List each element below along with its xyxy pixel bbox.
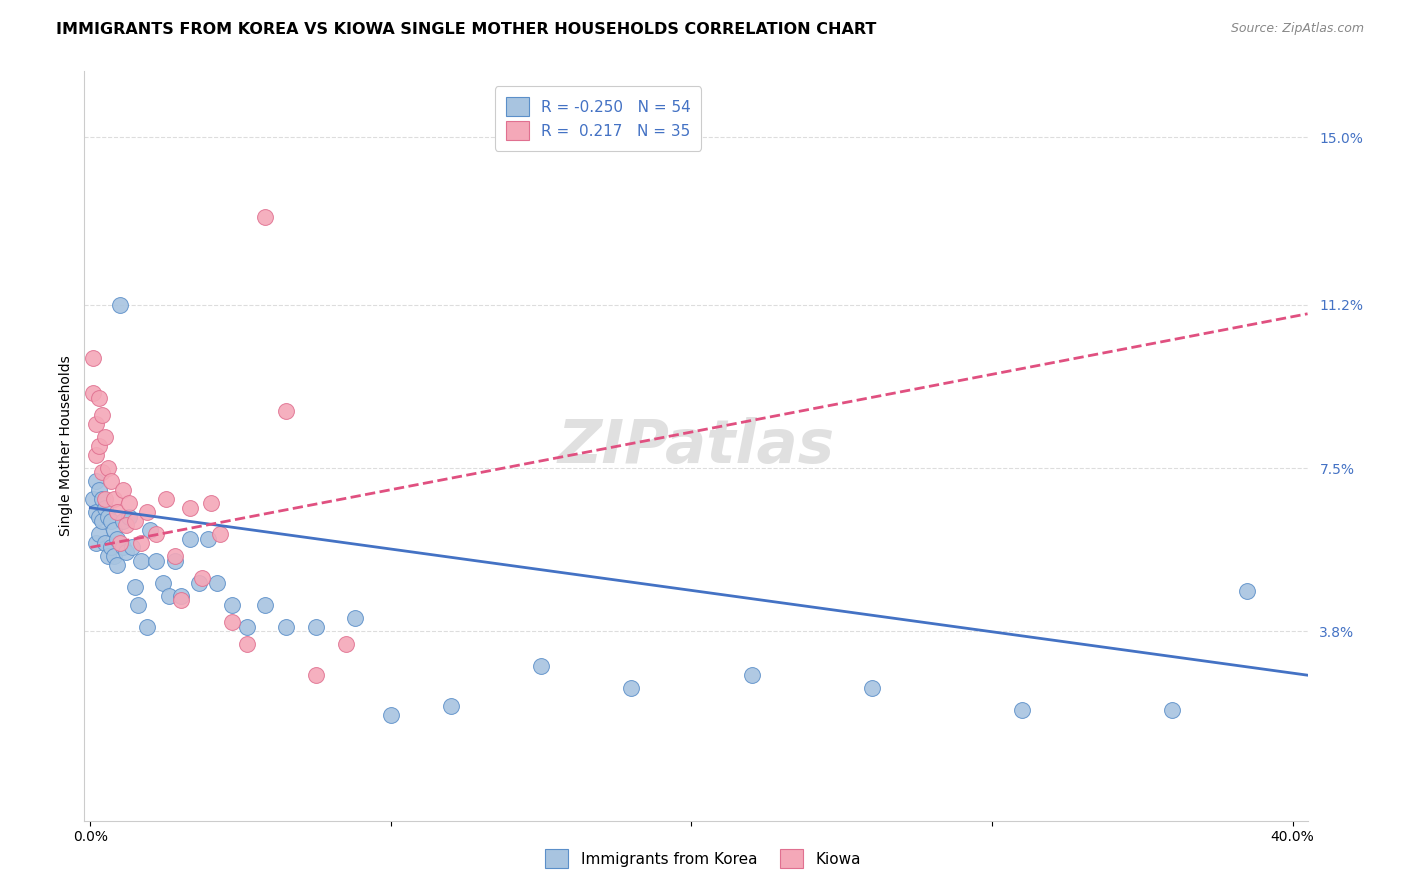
Point — [86, 536, 108, 550]
Point — [100, 475, 122, 489]
Point — [107, 558, 129, 572]
Point — [190, 571, 212, 585]
Point — [305, 620, 328, 634]
Point — [139, 523, 162, 537]
Point — [91, 466, 114, 480]
Point — [112, 483, 135, 497]
Point — [305, 668, 328, 682]
Point — [169, 589, 191, 603]
Point — [221, 615, 243, 630]
Point — [115, 518, 138, 533]
Point — [94, 536, 117, 550]
Point — [115, 545, 138, 559]
Point — [89, 483, 111, 497]
Point — [112, 514, 135, 528]
Point — [253, 210, 276, 224]
Point — [131, 536, 153, 550]
Point — [89, 391, 111, 405]
Point — [82, 491, 104, 506]
Point — [380, 707, 402, 722]
Point — [89, 509, 111, 524]
Point — [91, 514, 114, 528]
Point — [221, 598, 243, 612]
Point — [131, 553, 153, 567]
Point — [118, 496, 141, 510]
Point — [110, 536, 132, 550]
Point — [197, 532, 219, 546]
Point — [235, 637, 257, 651]
Point — [440, 699, 463, 714]
Point — [94, 430, 117, 444]
Point — [124, 580, 146, 594]
Point — [100, 514, 122, 528]
Point — [235, 620, 257, 634]
Point — [103, 549, 125, 564]
Point — [1161, 703, 1184, 717]
Point — [118, 509, 141, 524]
Point — [163, 553, 186, 567]
Point — [89, 527, 111, 541]
Point — [163, 549, 186, 564]
Point — [112, 541, 135, 555]
Legend: Immigrants from Korea, Kiowa: Immigrants from Korea, Kiowa — [537, 841, 869, 875]
Point — [82, 351, 104, 365]
Legend: R = -0.250   N = 54, R =  0.217   N = 35: R = -0.250 N = 54, R = 0.217 N = 35 — [495, 87, 702, 151]
Point — [82, 386, 104, 401]
Point — [860, 681, 883, 696]
Point — [343, 611, 366, 625]
Point — [157, 589, 180, 603]
Point — [127, 598, 149, 612]
Point — [155, 491, 177, 506]
Point — [136, 505, 159, 519]
Point — [1236, 584, 1258, 599]
Point — [89, 439, 111, 453]
Point — [86, 475, 108, 489]
Point — [335, 637, 357, 651]
Point — [124, 514, 146, 528]
Point — [741, 668, 763, 682]
Point — [620, 681, 643, 696]
Point — [103, 523, 125, 537]
Point — [274, 620, 297, 634]
Point — [205, 575, 228, 590]
Point — [110, 298, 132, 312]
Point — [91, 408, 114, 422]
Point — [107, 532, 129, 546]
Point — [208, 527, 231, 541]
Y-axis label: Single Mother Households: Single Mother Households — [59, 356, 73, 536]
Point — [121, 541, 143, 555]
Point — [179, 532, 201, 546]
Point — [530, 659, 553, 673]
Point — [136, 620, 159, 634]
Point — [187, 575, 209, 590]
Point — [145, 527, 167, 541]
Point — [97, 549, 120, 564]
Text: Source: ZipAtlas.com: Source: ZipAtlas.com — [1230, 22, 1364, 36]
Point — [86, 448, 108, 462]
Point — [169, 593, 191, 607]
Point — [1011, 703, 1033, 717]
Point — [94, 500, 117, 515]
Point — [145, 553, 167, 567]
Point — [253, 598, 276, 612]
Text: ZIPatlas: ZIPatlas — [557, 417, 835, 475]
Text: IMMIGRANTS FROM KOREA VS KIOWA SINGLE MOTHER HOUSEHOLDS CORRELATION CHART: IMMIGRANTS FROM KOREA VS KIOWA SINGLE MO… — [56, 22, 876, 37]
Point — [152, 575, 174, 590]
Point — [91, 491, 114, 506]
Point — [274, 403, 297, 417]
Point — [100, 541, 122, 555]
Point — [179, 500, 201, 515]
Point — [94, 491, 117, 506]
Point — [107, 505, 129, 519]
Point — [97, 509, 120, 524]
Point — [86, 417, 108, 431]
Point — [86, 505, 108, 519]
Point — [200, 496, 222, 510]
Point — [97, 461, 120, 475]
Point — [103, 491, 125, 506]
